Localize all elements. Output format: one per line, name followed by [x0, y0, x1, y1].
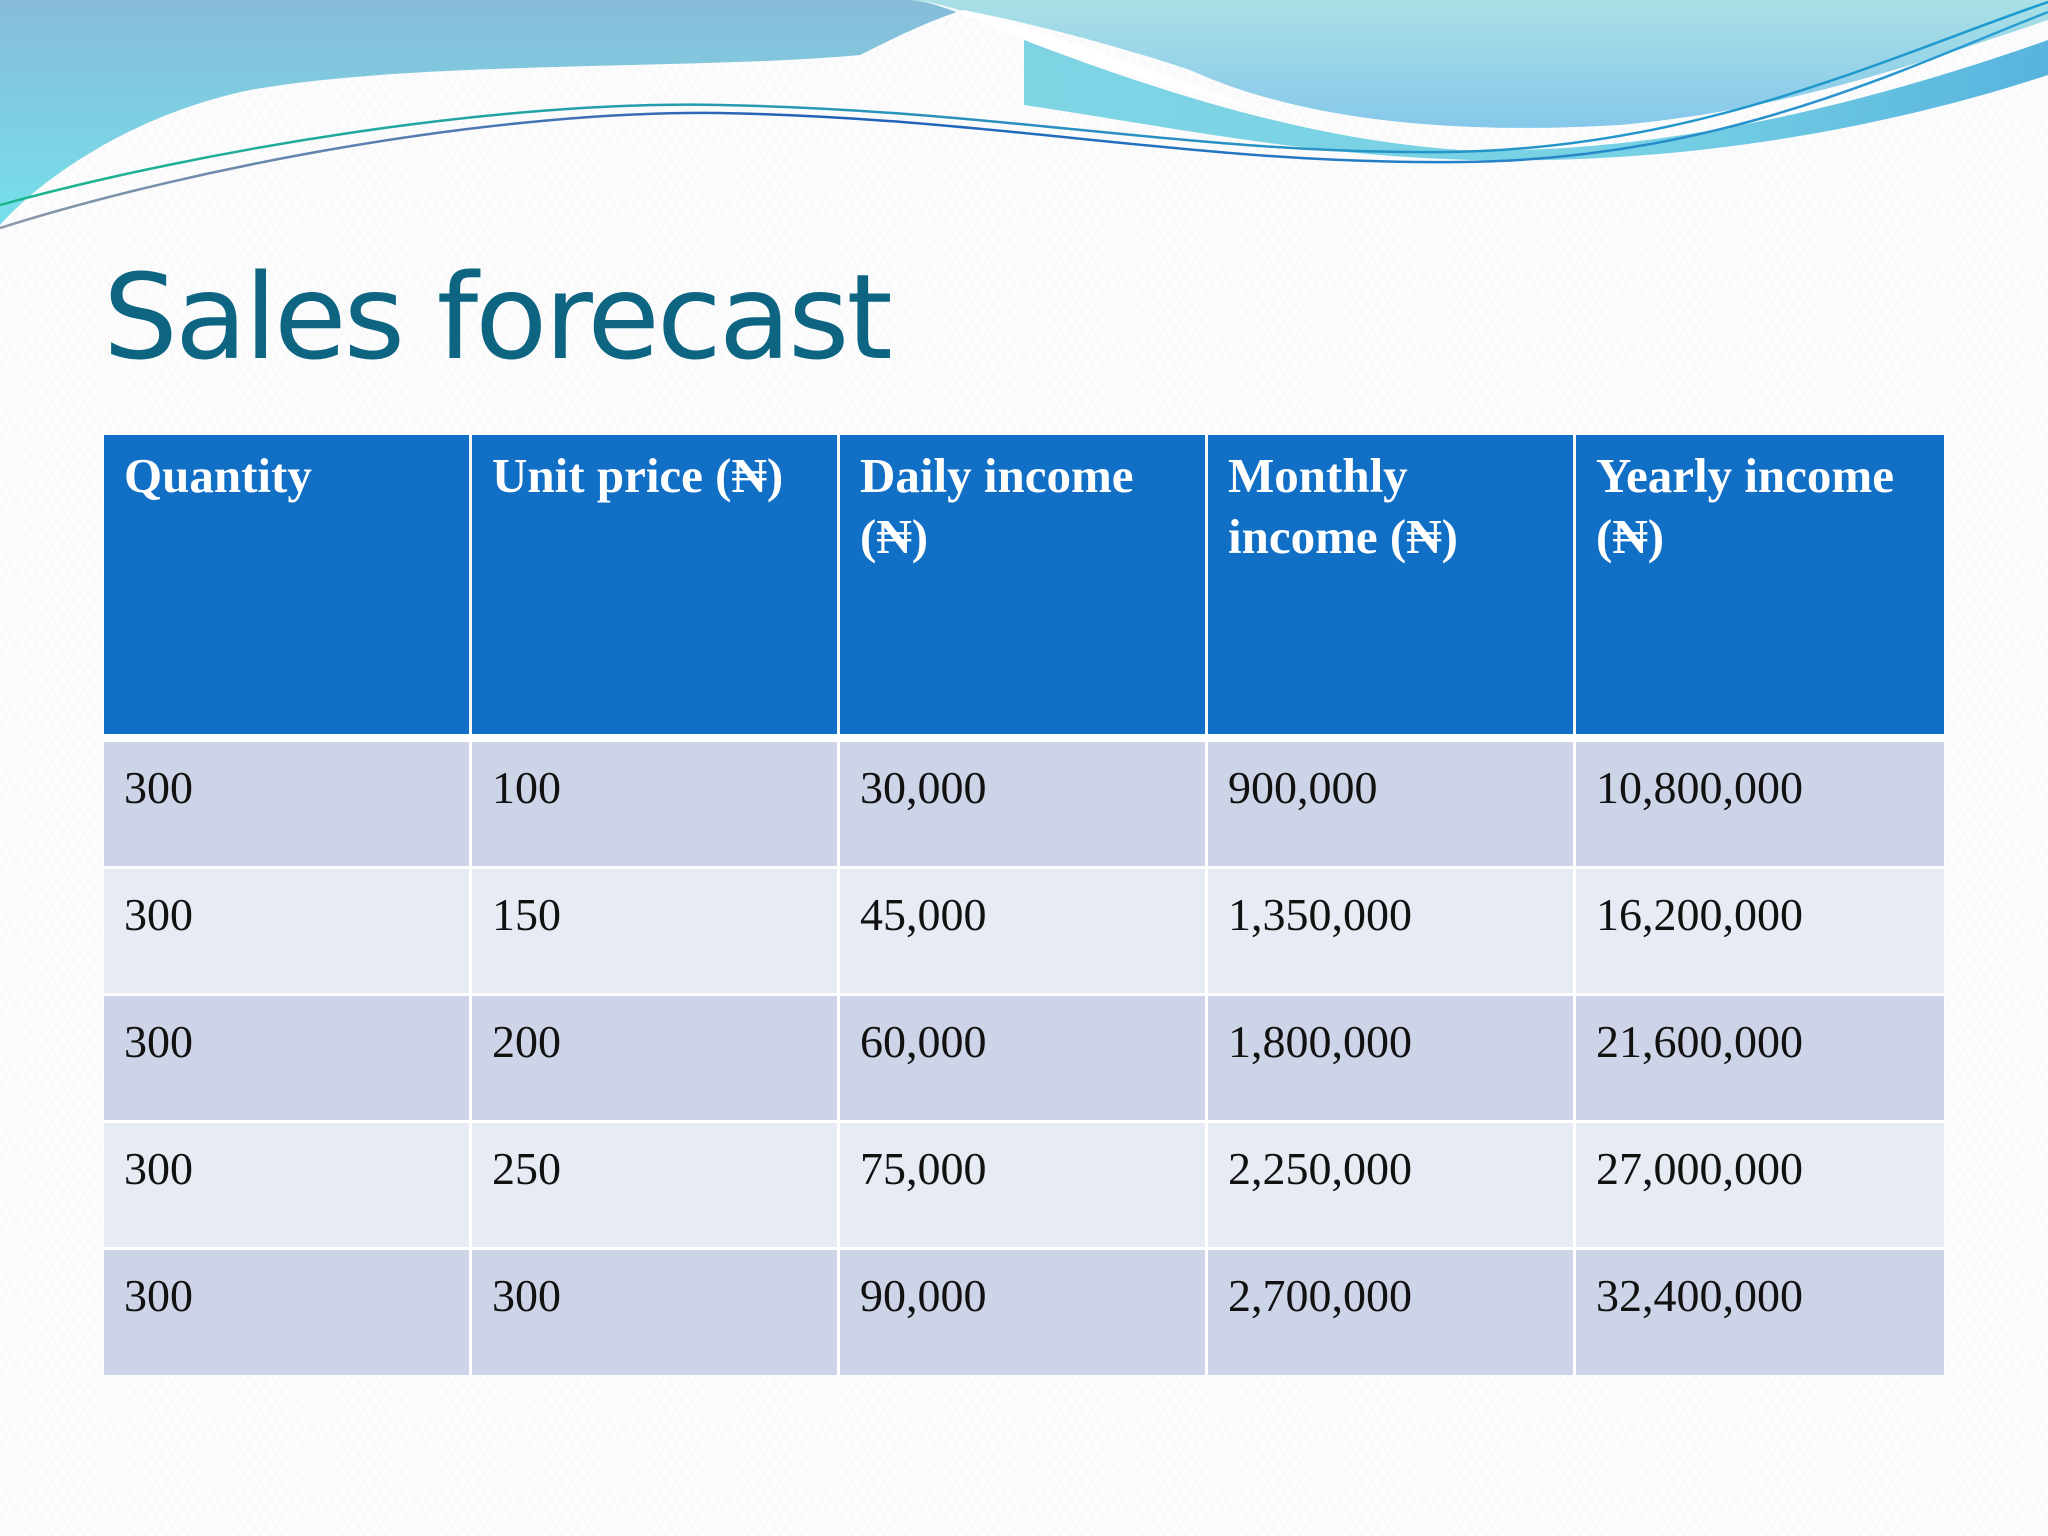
header-unit-price: Unit price (₦)	[472, 435, 840, 742]
table-row: 300 100 30,000 900,000 10,800,000	[104, 742, 1944, 869]
cell-quantity: 300	[104, 1123, 472, 1250]
cell-quantity: 300	[104, 742, 472, 869]
header-quantity: Quantity	[104, 435, 472, 742]
cell-quantity: 300	[104, 1250, 472, 1375]
cell-yearly-income: 32,400,000	[1576, 1250, 1944, 1375]
table-header-row: Quantity Unit price (₦) Daily income (₦)…	[104, 435, 1944, 742]
cell-unit-price: 100	[472, 742, 840, 869]
table-row: 300 200 60,000 1,800,000 21,600,000	[104, 996, 1944, 1123]
table-row: 300 250 75,000 2,250,000 27,000,000	[104, 1123, 1944, 1250]
cell-quantity: 300	[104, 869, 472, 996]
cell-daily-income: 45,000	[840, 869, 1208, 996]
cell-monthly-income: 1,350,000	[1208, 869, 1576, 996]
sales-forecast-table: Quantity Unit price (₦) Daily income (₦)…	[104, 435, 1944, 1375]
sales-forecast-table-container: Quantity Unit price (₦) Daily income (₦)…	[104, 435, 1944, 1375]
table-row: 300 150 45,000 1,350,000 16,200,000	[104, 869, 1944, 996]
cell-monthly-income: 900,000	[1208, 742, 1576, 869]
cell-yearly-income: 10,800,000	[1576, 742, 1944, 869]
cell-unit-price: 250	[472, 1123, 840, 1250]
cell-daily-income: 30,000	[840, 742, 1208, 869]
table-row: 300 300 90,000 2,700,000 32,400,000	[104, 1250, 1944, 1375]
header-yearly-income: Yearly income (₦)	[1576, 435, 1944, 742]
slide-title: Sales forecast	[103, 248, 893, 386]
cell-unit-price: 150	[472, 869, 840, 996]
cell-quantity: 300	[104, 996, 472, 1123]
cell-monthly-income: 2,250,000	[1208, 1123, 1576, 1250]
decorative-wave-header	[0, 0, 2048, 230]
cell-monthly-income: 2,700,000	[1208, 1250, 1576, 1375]
cell-yearly-income: 21,600,000	[1576, 996, 1944, 1123]
cell-daily-income: 60,000	[840, 996, 1208, 1123]
cell-unit-price: 200	[472, 996, 840, 1123]
cell-yearly-income: 16,200,000	[1576, 869, 1944, 996]
header-monthly-income: Monthly income (₦)	[1208, 435, 1576, 742]
cell-monthly-income: 1,800,000	[1208, 996, 1576, 1123]
cell-daily-income: 90,000	[840, 1250, 1208, 1375]
header-daily-income: Daily income (₦)	[840, 435, 1208, 742]
cell-yearly-income: 27,000,000	[1576, 1123, 1944, 1250]
cell-unit-price: 300	[472, 1250, 840, 1375]
cell-daily-income: 75,000	[840, 1123, 1208, 1250]
